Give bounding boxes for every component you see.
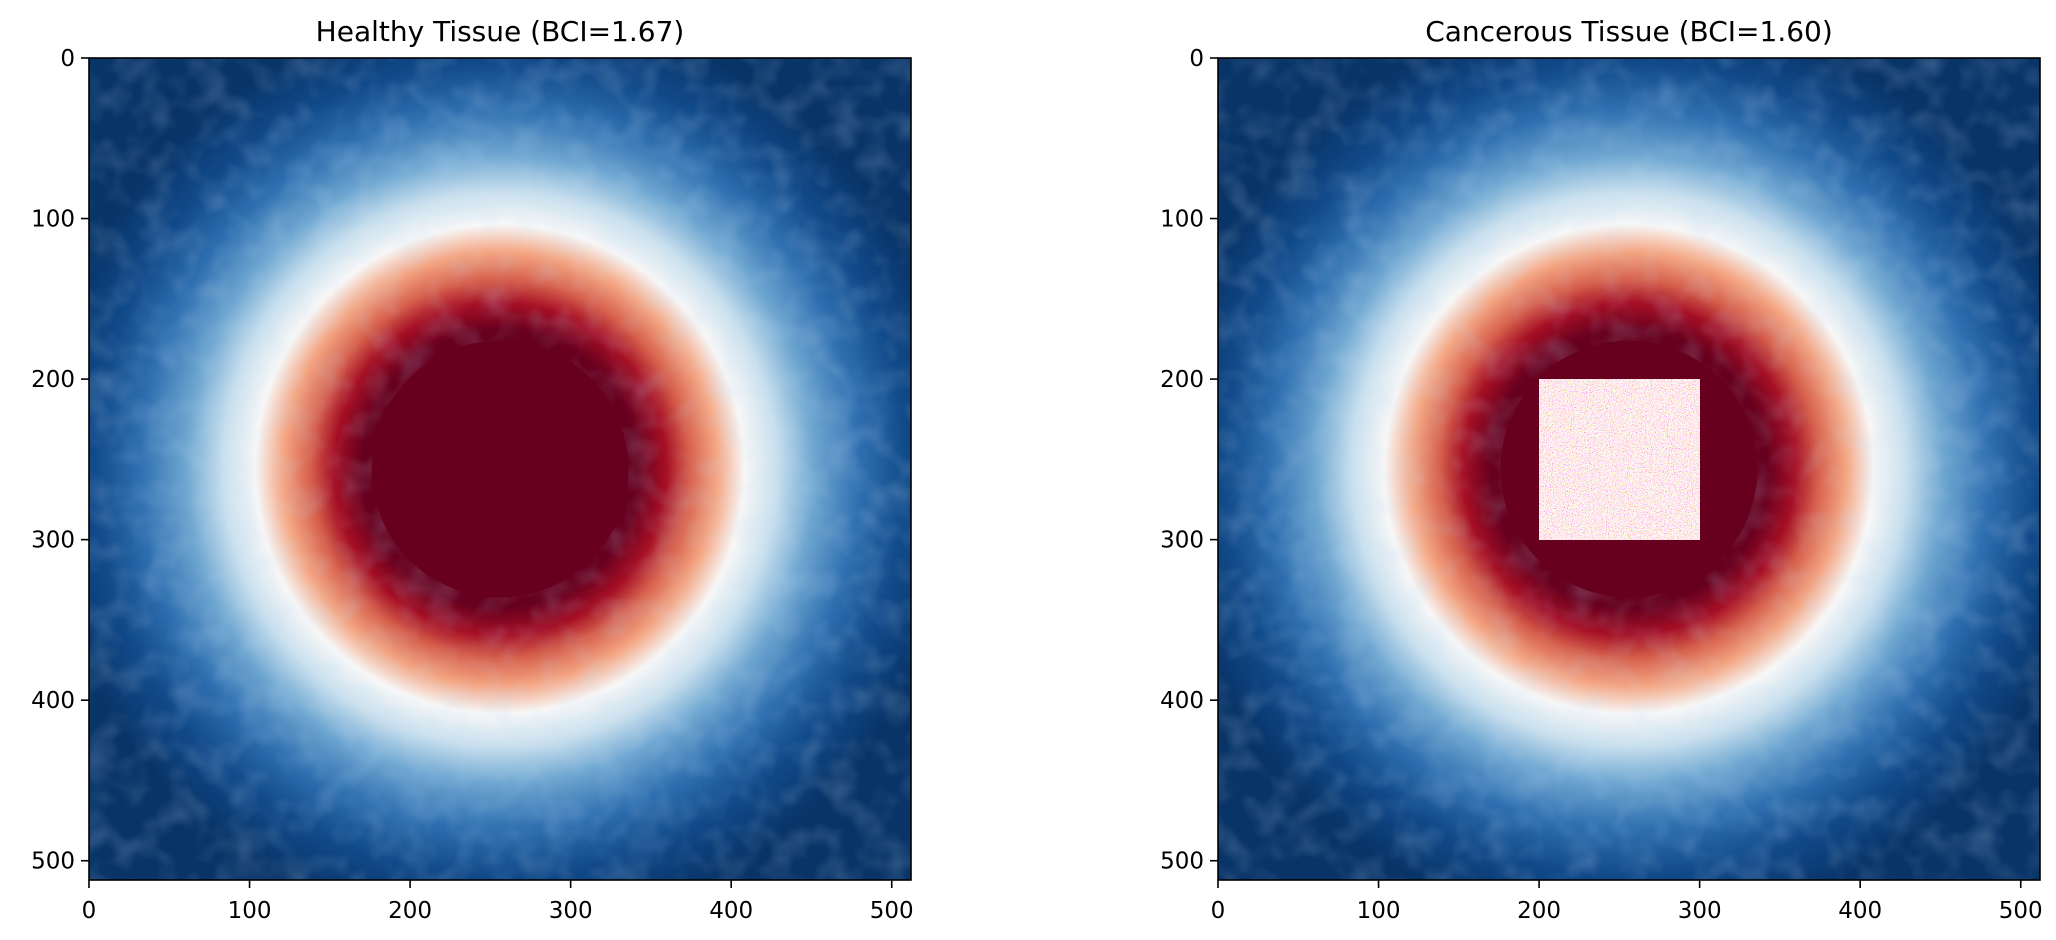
y-tick-label: 500 xyxy=(31,849,75,875)
noise-patch xyxy=(1539,379,1700,540)
x-tick-label: 0 xyxy=(82,898,97,924)
healthy-tissue-panel: Healthy Tissue (BCI=1.67) 0 100 200 300 400 50… xyxy=(31,15,914,924)
y-tick-label: 200 xyxy=(1160,367,1204,393)
y-tick-label: 300 xyxy=(1160,528,1204,554)
chart-title: Cancerous Tissue (BCI=1.60) xyxy=(1425,15,1833,48)
y-tick-label: 0 xyxy=(1189,46,1204,72)
x-tick-label: 400 xyxy=(1838,898,1882,924)
cancerous-tissue-panel: Cancerous Tissue (BCI=1.60) 0 100 200 300 400… xyxy=(1160,15,2043,924)
x-tick-label: 100 xyxy=(1357,898,1401,924)
axes-frame xyxy=(88,57,912,881)
heatmap-image xyxy=(1218,58,2040,880)
y-tick-label: 400 xyxy=(31,688,75,714)
x-tick-label: 500 xyxy=(870,898,914,924)
y-tick-label: 200 xyxy=(31,367,75,393)
x-tick-label: 400 xyxy=(709,898,753,924)
y-tick-label: 500 xyxy=(1160,849,1204,875)
y-tick-label: 400 xyxy=(1160,688,1204,714)
y-tick-label: 100 xyxy=(31,207,75,233)
x-tick-label: 100 xyxy=(228,898,272,924)
x-tick-label: 300 xyxy=(549,898,593,924)
y-tick-label: 0 xyxy=(60,46,75,72)
x-tick-label: 200 xyxy=(1517,898,1561,924)
heatmap-image xyxy=(89,58,911,880)
x-tick-label: 0 xyxy=(1211,898,1226,924)
axes-frame xyxy=(1217,57,2041,881)
x-tick-label: 300 xyxy=(1678,898,1722,924)
saturated-core xyxy=(371,340,629,598)
x-tick-label: 200 xyxy=(388,898,432,924)
x-tick-label: 500 xyxy=(1999,898,2043,924)
y-tick-label: 100 xyxy=(1160,207,1204,233)
chart-title: Healthy Tissue (BCI=1.67) xyxy=(316,15,685,48)
y-tick-label: 300 xyxy=(31,528,75,554)
